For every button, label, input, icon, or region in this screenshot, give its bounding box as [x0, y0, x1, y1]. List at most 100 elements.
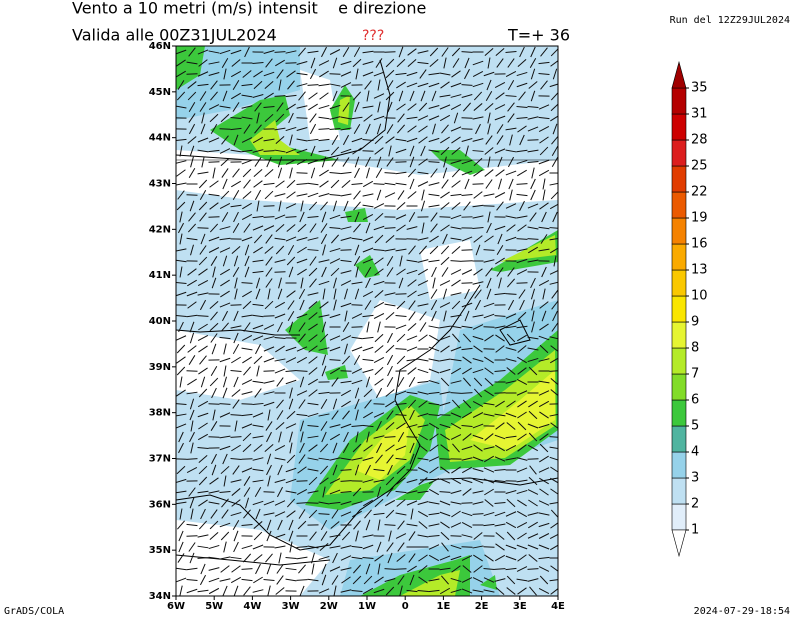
- wind-barb: [374, 147, 384, 155]
- wind-barb: [340, 491, 352, 493]
- wind-barb: [176, 259, 187, 263]
- wind-barb: [529, 465, 537, 475]
- wind-barb: [264, 92, 274, 100]
- wind-barb: [278, 200, 282, 212]
- wind-barb: [256, 365, 260, 377]
- wind-barb: [332, 552, 338, 564]
- wind-barb: [351, 501, 363, 505]
- wind-barb: [441, 267, 449, 277]
- wind-barb: [210, 366, 218, 376]
- colorbar-swatch: [671, 451, 687, 479]
- wind-barb: [417, 61, 429, 65]
- wind-barb: [551, 300, 558, 310]
- wind-barb: [351, 183, 363, 185]
- lat-label: 35N: [149, 545, 171, 556]
- wind-barb: [263, 150, 275, 152]
- colorbar-label: 5: [691, 419, 699, 434]
- wind-barb: [441, 124, 449, 134]
- wind-barb: [333, 299, 337, 311]
- wind-barb: [252, 215, 264, 219]
- wind-barb: [340, 567, 352, 571]
- wind-barb: [212, 266, 216, 278]
- wind-barb: [232, 267, 240, 277]
- wind-barb: [439, 500, 451, 506]
- wind-barb: [487, 112, 491, 124]
- wind-barb: [287, 80, 295, 90]
- wind-barb: [462, 102, 472, 112]
- wind-barb: [275, 245, 285, 255]
- wind-barb: [263, 71, 275, 77]
- wind-barb: [494, 192, 506, 198]
- wind-barb: [483, 511, 495, 517]
- wind-barb: [187, 223, 197, 233]
- wind-barb: [296, 183, 308, 185]
- wind-barb: [208, 577, 220, 583]
- wind-barb: [320, 399, 328, 409]
- wind-barb: [374, 268, 384, 276]
- wind-barb: [374, 234, 384, 244]
- wind-barb: [264, 300, 274, 310]
- wind-barb: [484, 103, 494, 111]
- wind-barb: [396, 300, 406, 310]
- wind-barb: [176, 490, 187, 494]
- wind-barb: [186, 391, 198, 395]
- wind-barb: [197, 589, 209, 593]
- wind-barb: [374, 498, 384, 508]
- wind-barb: [539, 411, 549, 419]
- wind-barb: [418, 400, 428, 408]
- wind-barb: [528, 554, 538, 562]
- wind-barb: [487, 57, 491, 69]
- wind-barb: [309, 113, 317, 123]
- wind-barb: [219, 302, 231, 308]
- wind-barb: [362, 336, 374, 340]
- wind-barb: [417, 171, 429, 175]
- wind-barb: [220, 565, 230, 573]
- wind-barb: [473, 235, 483, 243]
- wind-barb: [527, 347, 539, 351]
- wind-barb: [506, 400, 516, 408]
- wind-barb: [494, 479, 506, 483]
- wind-barb: [384, 578, 396, 582]
- wind-barb: [549, 238, 558, 241]
- wind-barb: [527, 357, 539, 363]
- wind-barb: [407, 58, 417, 68]
- wind-barb: [462, 411, 472, 419]
- wind-barb: [365, 563, 371, 575]
- wind-barb: [517, 499, 527, 507]
- colorbar-label: 2: [691, 497, 699, 512]
- wind-barb: [286, 256, 296, 266]
- wind-barb: [208, 71, 220, 77]
- wind-barb: [363, 114, 373, 122]
- wind-barb: [406, 424, 418, 428]
- wind-barb: [286, 70, 296, 78]
- wind-barb: [241, 314, 253, 318]
- wind-barb: [309, 223, 317, 233]
- wind-barb: [450, 314, 462, 318]
- wind-barb: [516, 467, 528, 473]
- wind-barb: [417, 268, 429, 276]
- wind-barb: [551, 322, 558, 332]
- wind-barb: [365, 464, 371, 476]
- lat-label: 36N: [149, 499, 171, 510]
- wind-barb: [362, 139, 374, 141]
- wind-barb: [299, 211, 305, 223]
- wind-barb: [340, 215, 352, 219]
- wind-barb: [219, 403, 231, 405]
- wind-barb: [354, 288, 360, 300]
- wind-barb: [485, 267, 493, 277]
- wind-barb: [263, 216, 275, 218]
- wind-barb: [344, 310, 348, 322]
- wind-barb: [396, 103, 406, 111]
- wind-barb: [296, 579, 308, 581]
- wind-barb: [364, 80, 372, 90]
- lon-label: 5W: [205, 601, 223, 612]
- wind-barb: [219, 202, 231, 210]
- wind-barb: [186, 535, 198, 537]
- colorbar-label: 31: [691, 107, 708, 122]
- wind-barb: [189, 332, 195, 344]
- wind-barb: [530, 288, 536, 300]
- wind-barb: [495, 169, 505, 177]
- wind-barb: [396, 201, 406, 211]
- wind-barb: [450, 346, 462, 352]
- wind-barb: [483, 313, 495, 319]
